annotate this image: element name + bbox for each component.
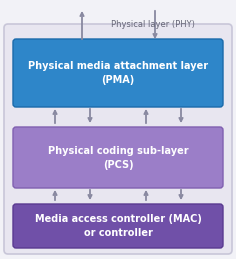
Text: Physical coding sub-layer
(PCS): Physical coding sub-layer (PCS): [48, 146, 188, 170]
FancyBboxPatch shape: [13, 204, 223, 248]
FancyBboxPatch shape: [4, 24, 232, 254]
Text: Physical layer (PHY): Physical layer (PHY): [111, 19, 195, 28]
Text: Physical media attachment layer
(PMA): Physical media attachment layer (PMA): [28, 61, 208, 85]
Text: Media access controller (MAC)
or controller: Media access controller (MAC) or control…: [34, 214, 202, 238]
FancyBboxPatch shape: [13, 39, 223, 107]
FancyBboxPatch shape: [13, 127, 223, 188]
